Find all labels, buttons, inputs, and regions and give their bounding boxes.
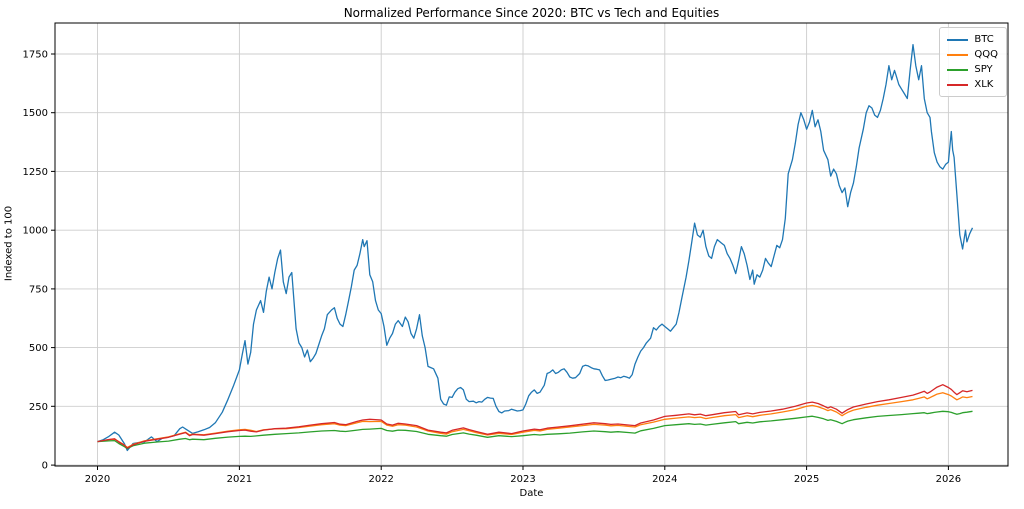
legend-item-spy: SPY xyxy=(947,62,998,77)
x-tick-label: 2025 xyxy=(794,474,819,485)
x-tick-label: 2022 xyxy=(368,474,393,485)
plot-area-border xyxy=(54,22,1009,467)
y-tick-label: 1500 xyxy=(23,108,48,119)
x-axis-label: Date xyxy=(519,488,544,499)
series-xlk-line xyxy=(97,384,973,449)
chart-title: Normalized Performance Since 2020: BTC v… xyxy=(343,6,720,20)
y-tick-label: 1250 xyxy=(23,167,48,178)
legend-item-xlk: XLK xyxy=(947,77,998,92)
legend-line-swatch xyxy=(947,68,969,71)
x-tick-label: 2023 xyxy=(510,474,535,485)
series-qqq-line xyxy=(97,392,973,449)
x-tick-label: 2021 xyxy=(227,474,252,485)
y-tick-label: 750 xyxy=(29,284,48,295)
legend-item-qqq: QQQ xyxy=(947,47,998,62)
legend-label: SPY xyxy=(974,64,993,75)
legend-label: XLK xyxy=(974,79,994,90)
series-spy-line xyxy=(97,410,973,450)
legend-line-swatch xyxy=(947,83,969,86)
series-btc-line xyxy=(97,43,974,452)
legend-label: BTC xyxy=(974,34,994,45)
legend-label: QQQ xyxy=(974,49,998,60)
y-tick-label: 1750 xyxy=(23,50,48,61)
y-tick-label: 500 xyxy=(29,343,48,354)
legend-line-swatch xyxy=(947,38,969,41)
y-tick-label: 1000 xyxy=(23,226,48,237)
y-tick-label: 0 xyxy=(42,461,48,472)
x-tick-label: 2024 xyxy=(652,474,677,485)
legend-item-btc: BTC xyxy=(947,32,998,47)
legend-line-swatch xyxy=(947,53,969,56)
y-axis-label: Indexed to 100 xyxy=(3,205,15,282)
y-tick-label: 250 xyxy=(29,402,48,413)
x-tick-label: 2026 xyxy=(936,474,961,485)
x-tick-label: 2020 xyxy=(85,474,110,485)
legend: BTC QQQ SPY XLK xyxy=(939,27,1007,97)
